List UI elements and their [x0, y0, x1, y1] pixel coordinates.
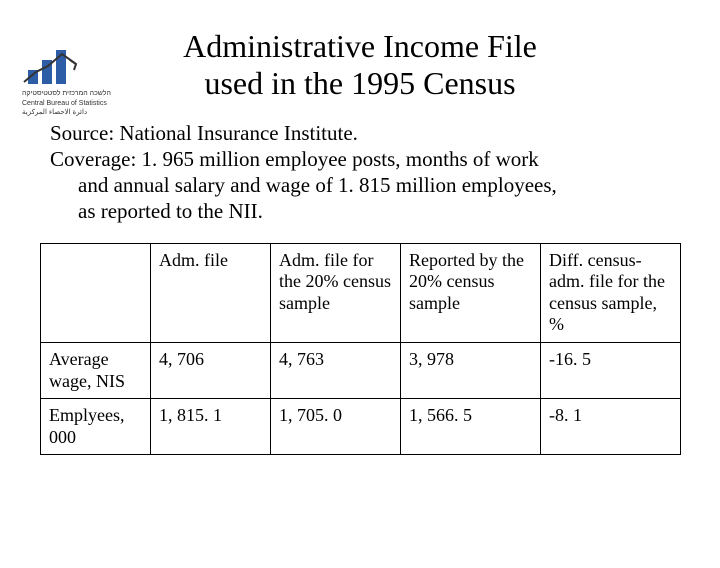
col-header-diff-pct: Diff. census-adm. file for the census sa…: [541, 243, 681, 342]
coverage-line-3: as reported to the NII.: [50, 198, 670, 224]
logo-text-english: Central Bureau of Statistics: [22, 100, 132, 108]
table-row: Average wage, NIS 4, 706 4, 763 3, 978 -…: [41, 342, 681, 398]
cell: 1, 705. 0: [271, 399, 401, 455]
cell: 1, 566. 5: [401, 399, 541, 455]
cell: -16. 5: [541, 342, 681, 398]
col-header-adm-file-20pct: Adm. file for the 20% census sample: [271, 243, 401, 342]
cell: 3, 978: [401, 342, 541, 398]
cell: 4, 763: [271, 342, 401, 398]
cell: 1, 815. 1: [151, 399, 271, 455]
col-header-blank: [41, 243, 151, 342]
col-header-reported-20pct: Reported by the 20% census sample: [401, 243, 541, 342]
row-label: Average wage, NIS: [41, 342, 151, 398]
logo-graphic: [22, 46, 102, 88]
table-row: Emplyees, 000 1, 815. 1 1, 705. 0 1, 566…: [41, 399, 681, 455]
title-line-1: Administrative Income File: [183, 28, 537, 64]
row-label: Emplyees, 000: [41, 399, 151, 455]
cell: -8. 1: [541, 399, 681, 455]
table-header-row: Adm. file Adm. file for the 20% census s…: [41, 243, 681, 342]
title-line-2: used in the 1995 Census: [204, 65, 515, 101]
coverage-line-2: and annual salary and wage of 1. 815 mil…: [50, 172, 670, 198]
cbs-logo: הלשכה המרכזית לסטטיסטיקה Central Bureau …: [22, 46, 132, 117]
logo-text-arabic: دائرة الاحصاء المركزية: [22, 109, 132, 117]
col-header-adm-file: Adm. file: [151, 243, 271, 342]
income-comparison-table: Adm. file Adm. file for the 20% census s…: [40, 243, 681, 456]
cell: 4, 706: [151, 342, 271, 398]
logo-text-hebrew: הלשכה המרכזית לסטטיסטיקה: [22, 90, 132, 98]
source-line: Source: National Insurance Institute.: [50, 121, 358, 145]
body-paragraph: Source: National Insurance Institute. Co…: [50, 120, 670, 225]
coverage-line-1: Coverage: 1. 965 million employee posts,…: [50, 147, 539, 171]
